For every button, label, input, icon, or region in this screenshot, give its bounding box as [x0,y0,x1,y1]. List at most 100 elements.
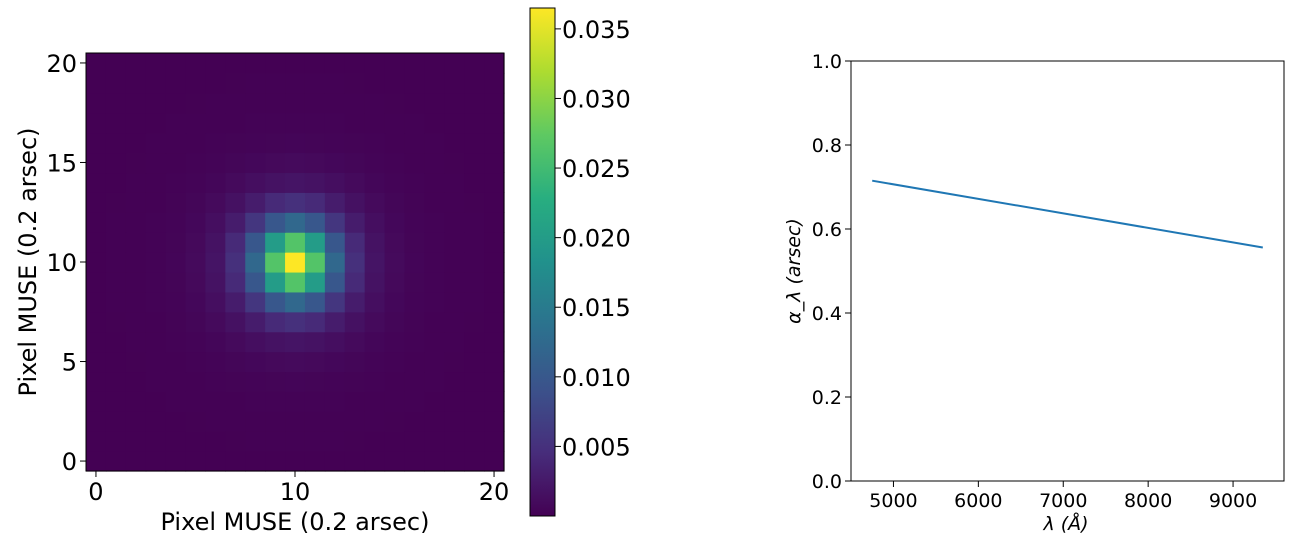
heatmap-cell [384,72,406,94]
heatmap-cell [384,212,406,233]
heatmap-cell [285,371,306,392]
heatmap-cell [484,112,505,134]
heatmap-cell [205,152,226,174]
heatmap-cell [125,271,147,293]
heatmap-cell [125,431,147,452]
heatmap-cell [125,152,147,174]
heatmap-cell [205,271,226,293]
heatmap-cell [145,212,167,233]
heatmap-cell [165,192,187,213]
heatmap-cell [185,431,207,452]
heatmap-cell [304,271,326,293]
heatmap-cell [205,351,226,373]
heatmap-cell [105,451,127,472]
heatmap-cell [304,252,326,273]
heatmap-cell [484,232,505,253]
heatmap-cell [484,152,505,174]
heatmap-cell [86,451,107,472]
heatmap-cell [464,112,485,134]
heatmap-cell [185,152,207,174]
heatmap-cell [165,72,187,94]
heatmap-cell [265,53,286,74]
heatmap-cell [344,212,366,233]
heatmap-cell [145,351,167,373]
line-x-tick-label: 6000 [954,490,1002,512]
heatmap-x-tick-label: 10 [280,478,311,506]
heatmap-cell [105,411,127,432]
heatmap-cell [384,351,406,373]
heatmap-y-tick-label: 5 [62,349,77,377]
heatmap-x-ticks: 0 10 20 [88,471,509,506]
heatmap-cell [225,331,246,353]
heatmap-cell [444,172,465,193]
heatmap-cell [285,152,306,174]
heatmap-cell [225,53,246,74]
heatmap-cell [86,132,107,154]
heatmap-cell [265,451,286,472]
heatmap-cell [344,291,366,313]
heatmap-cell [86,371,107,392]
heatmap-cell [464,192,485,213]
heatmap-cell [384,92,406,114]
heatmap-cell [384,451,406,472]
heatmap-cell [245,252,266,273]
heatmap-cell [245,331,266,353]
heatmap-cell [364,252,386,273]
heatmap-cell [344,431,366,452]
line-x-label: λ (Å) [1042,512,1088,535]
heatmap-cell [185,411,207,432]
line-y-tick-label: 0.4 [812,303,842,325]
heatmap-cell [464,172,485,193]
heatmap-cell [245,371,266,392]
heatmap-cell [364,152,386,174]
heatmap-cell [364,92,386,114]
heatmap-cell [185,112,207,134]
heatmap-cell [165,232,187,253]
heatmap-cell [165,331,187,353]
heatmap-cell [304,411,326,432]
heatmap-cell [105,192,127,213]
heatmap-cell [185,351,207,373]
heatmap-cell [304,391,326,412]
heatmap-cell [464,92,485,114]
line-y-label: α_λ (arsec) [783,218,805,324]
heatmap-cell [225,212,246,233]
heatmap-cell [265,411,286,432]
heatmap-cell [145,92,167,114]
heatmap-cell [105,212,127,233]
heatmap-cell [245,132,266,154]
heatmap-cell [344,351,366,373]
heatmap-cell [324,212,346,233]
heatmap-cell [344,72,366,94]
heatmap-cell [464,212,485,233]
heatmap-cell [404,132,425,154]
heatmap-cell [304,53,326,74]
heatmap-cell [205,192,226,213]
heatmap-cell [464,391,485,412]
heatmap-cell [185,192,207,213]
heatmap-cell [125,351,147,373]
heatmap-cell [444,351,465,373]
heatmap-cell [145,112,167,134]
heatmap-cell [484,291,505,313]
heatmap-cell [484,431,505,452]
heatmap-cell [265,232,286,253]
heatmap-cell [324,371,346,392]
heatmap-cell [484,192,505,213]
heatmap-cell [464,351,485,373]
heatmap-cell [304,172,326,193]
heatmap-cell [205,252,226,273]
heatmap-cell [324,331,346,353]
heatmap-cell [404,172,425,193]
line-x-tick-label: 8000 [1124,490,1172,512]
heatmap-cell [444,331,465,353]
heatmap-cell [185,391,207,412]
heatmap-cell [484,271,505,293]
heatmap-cell [105,232,127,253]
heatmap-cell [304,451,326,472]
heatmap-cell [424,271,445,293]
heatmap-cell [185,172,207,193]
heatmap-cell [86,92,107,114]
heatmap-cell [185,92,207,114]
heatmap-cell [324,232,346,253]
